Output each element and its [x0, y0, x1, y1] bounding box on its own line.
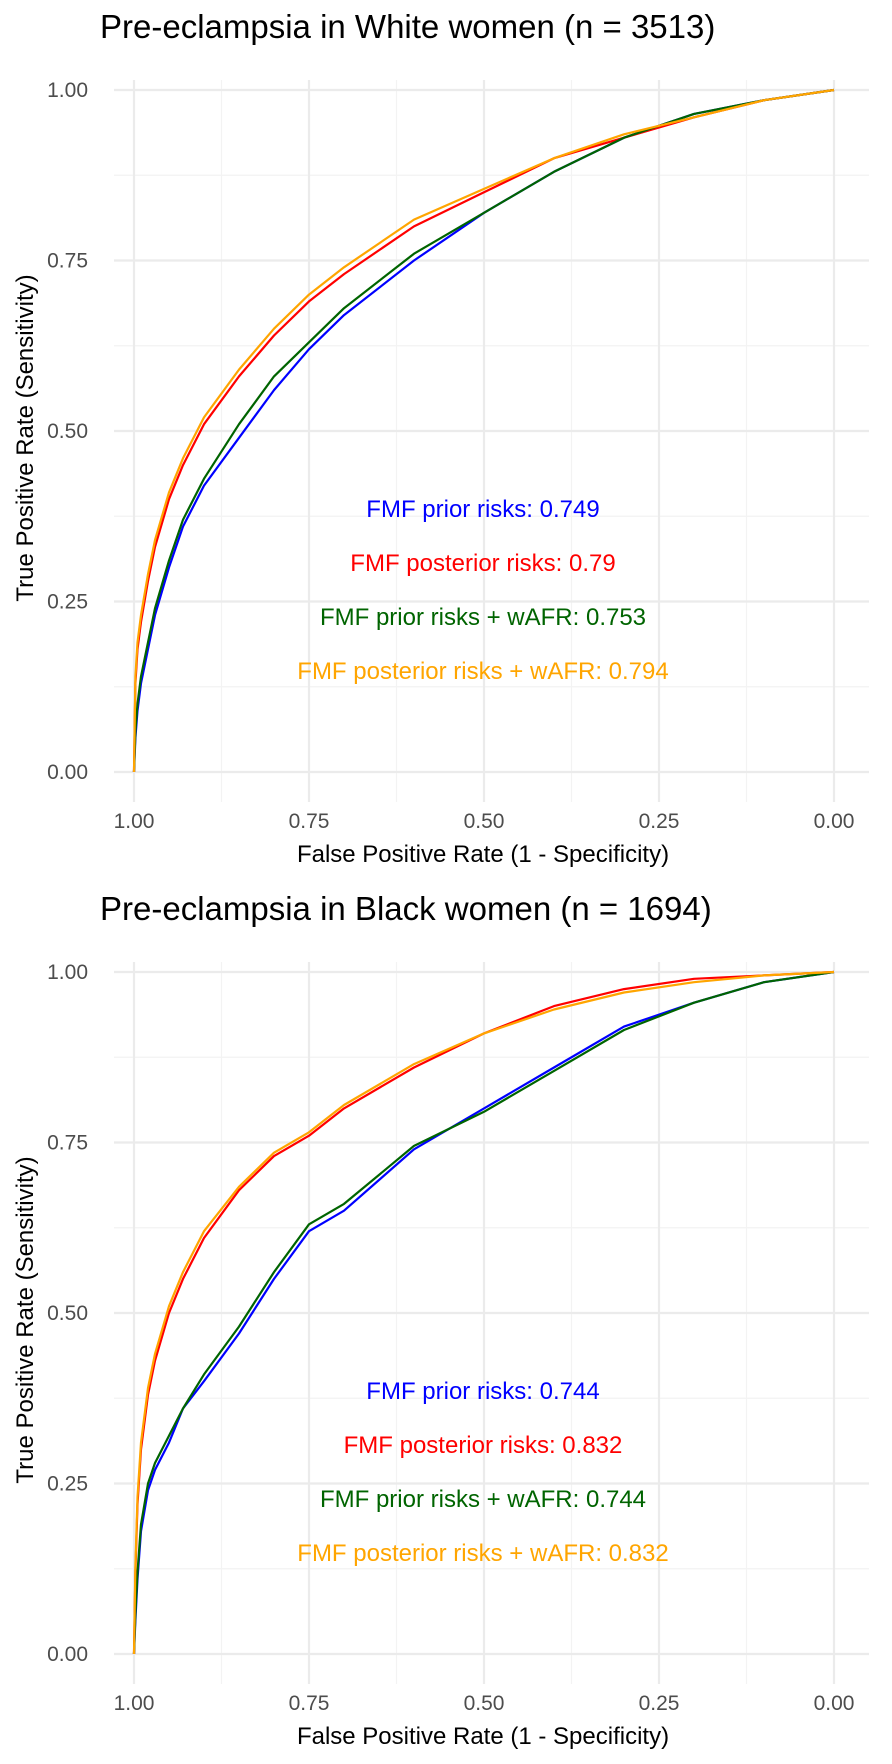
- roc-curve-fmf-posterior-risks-wafr: [132, 88, 835, 773]
- x-tick-label: 0.25: [639, 810, 680, 833]
- x-tick-labels: 1.00 0.75 0.50 0.25 0.00: [114, 810, 855, 833]
- chart-title: Pre-eclampsia in Black women (n = 1694): [100, 890, 712, 927]
- roc-curve-fmf-prior-risks-wafr: [132, 88, 835, 773]
- grid-lines: [114, 962, 869, 1684]
- auc-label: FMF prior risks: 0.744: [366, 1378, 599, 1405]
- x-tick-label: 0.50: [464, 1692, 505, 1715]
- chart-title: Pre-eclampsia in White women (n = 3513): [100, 8, 715, 45]
- y-tick-labels: 0.00 0.25 0.50 0.75 1.00: [47, 961, 88, 1666]
- auc-label: FMF prior risks + wAFR: 0.744: [320, 1486, 646, 1513]
- roc-curve-fmf-prior-risks: [132, 970, 835, 1655]
- auc-label: FMF posterior risks + wAFR: 0.794: [297, 658, 668, 685]
- auc-label: FMF prior risks: 0.749: [366, 496, 599, 523]
- x-tick-labels: 1.00 0.75 0.50 0.25 0.00: [114, 1692, 855, 1715]
- y-tick-label: 0.75: [47, 1132, 88, 1155]
- y-tick-label: 0.50: [47, 420, 88, 443]
- y-tick-label: 0.25: [47, 591, 88, 614]
- x-tick-label: 1.00: [114, 810, 155, 833]
- auc-label: FMF posterior risks + wAFR: 0.832: [297, 1540, 668, 1567]
- auc-annotations: FMF prior risks: 0.744 FMF posterior risk…: [297, 1378, 668, 1567]
- y-tick-label: 1.00: [47, 79, 88, 102]
- y-axis-label: True Positive Rate (Sensitivity): [12, 274, 39, 601]
- auc-label: FMF posterior risks: 0.832: [344, 1432, 623, 1459]
- y-tick-label: 0.25: [47, 1473, 88, 1496]
- y-tick-labels: 0.00 0.25 0.50 0.75 1.00: [47, 79, 88, 784]
- auc-label: FMF posterior risks: 0.79: [350, 550, 615, 577]
- roc-curves: [132, 88, 835, 773]
- x-tick-label: 1.00: [114, 1692, 155, 1715]
- x-tick-label: 0.00: [814, 1692, 855, 1715]
- x-tick-label: 0.00: [814, 810, 855, 833]
- y-tick-label: 1.00: [47, 961, 88, 984]
- roc-curves: [132, 970, 835, 1655]
- roc-chart-white-women: Pre-eclampsia in White women (n = 3513) …: [12, 8, 869, 868]
- y-axis-label: True Positive Rate (Sensitivity): [12, 1156, 39, 1483]
- x-tick-label: 0.50: [464, 810, 505, 833]
- grid-lines: [114, 80, 869, 802]
- roc-curve-fmf-posterior-risks-wafr: [132, 970, 835, 1655]
- x-axis-label: False Positive Rate (1 - Specificity): [297, 841, 669, 868]
- roc-chart-black-svg: Pre-eclampsia in Black women (n = 1694) …: [12, 890, 869, 1750]
- auc-label: FMF prior risks + wAFR: 0.753: [320, 604, 646, 631]
- y-tick-label: 0.00: [47, 761, 88, 784]
- roc-curve-fmf-posterior-risks: [132, 88, 835, 773]
- roc-chart-black-women: Pre-eclampsia in Black women (n = 1694) …: [0, 882, 892, 1764]
- y-tick-label: 0.00: [47, 1643, 88, 1666]
- x-tick-label: 0.25: [639, 1692, 680, 1715]
- x-axis-label: False Positive Rate (1 - Specificity): [297, 1723, 669, 1750]
- auc-annotations: FMF prior risks: 0.749 FMF posterior risk…: [297, 496, 668, 685]
- y-tick-label: 0.50: [47, 1302, 88, 1325]
- x-tick-label: 0.75: [289, 810, 330, 833]
- roc-chart-white-svg: Pre-eclampsia in White women (n = 3513) …: [12, 8, 869, 868]
- roc-curve-fmf-prior-risks-wafr: [132, 970, 835, 1655]
- x-tick-label: 0.75: [289, 1692, 330, 1715]
- y-tick-label: 0.75: [47, 250, 88, 273]
